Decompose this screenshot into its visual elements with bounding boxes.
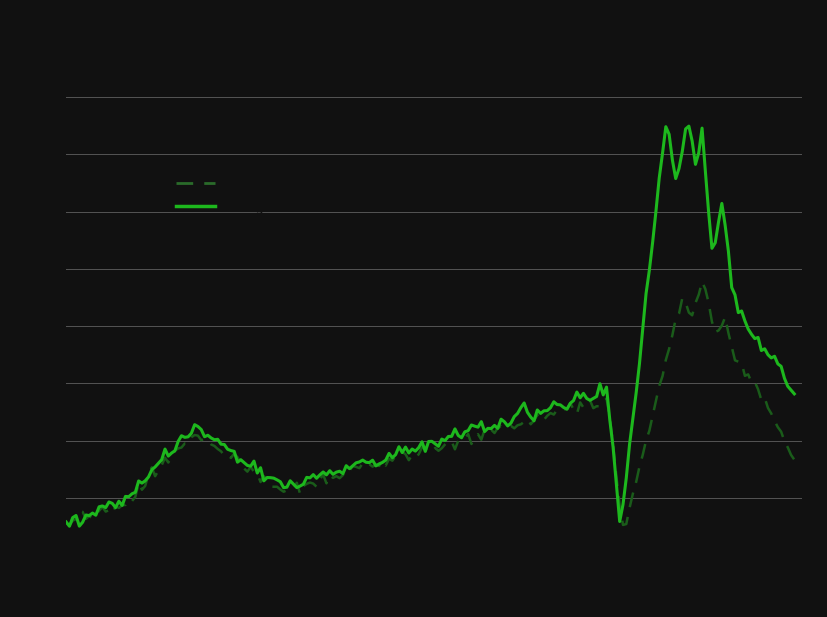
- Legend: U.S., Georgia: U.S., Georgia: [176, 177, 276, 213]
